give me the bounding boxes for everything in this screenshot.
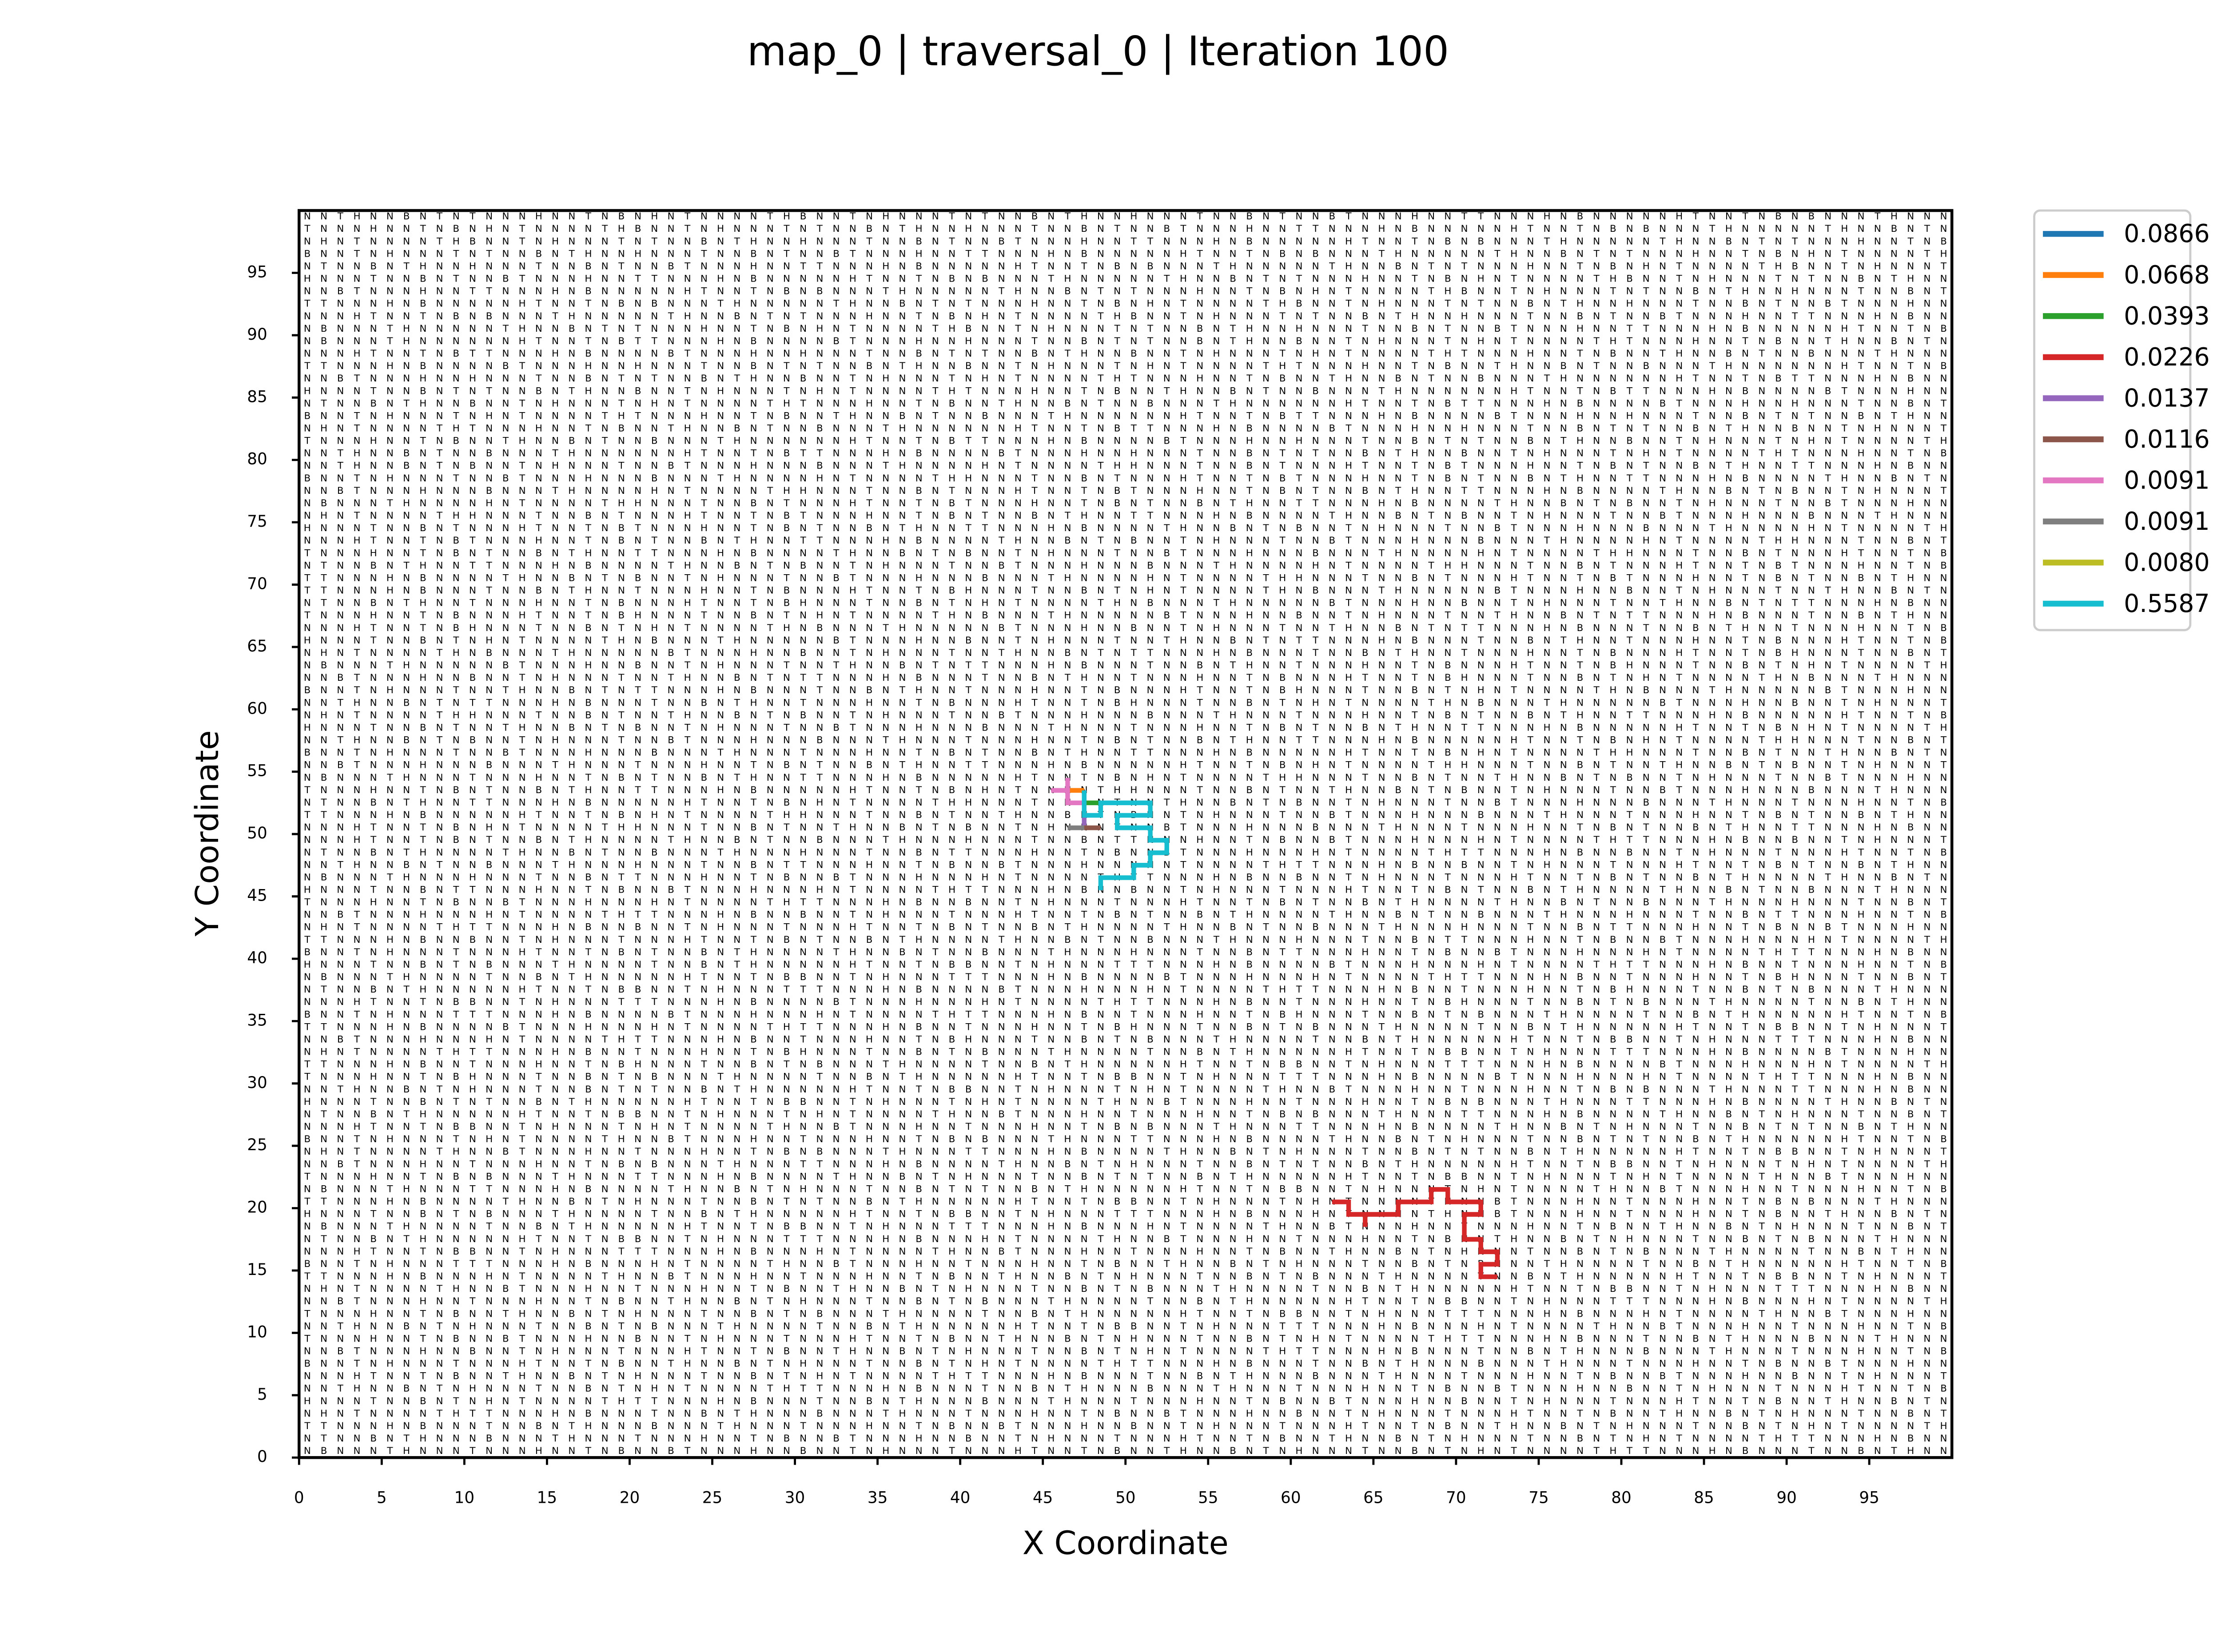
y-axis-label: Y Coordinate: [188, 730, 225, 937]
y-tick-label: 85: [247, 388, 267, 406]
y-tick-label: 20: [247, 1198, 267, 1216]
y-tick-label: 45: [247, 886, 267, 905]
legend-label: 0.0226: [2124, 342, 2209, 371]
x-axis-label: X Coordinate: [1023, 1524, 1229, 1562]
traversal-path: [1082, 790, 1169, 890]
x-tick-label: 90: [1776, 1489, 1797, 1507]
x-tick-label: 10: [454, 1489, 475, 1507]
x-tick-label: 35: [868, 1489, 888, 1507]
x-tick-label: 40: [950, 1489, 971, 1507]
y-tick-label: 30: [247, 1074, 267, 1092]
y-tick-label: 60: [247, 699, 267, 718]
legend-label: 0.0866: [2124, 219, 2209, 248]
legend-label: 0.0668: [2124, 260, 2209, 289]
y-tick-label: 75: [247, 512, 267, 531]
legend-label: 0.0116: [2124, 425, 2209, 453]
x-tick-label: 50: [1115, 1489, 1136, 1507]
y-tick-label: 0: [257, 1448, 267, 1466]
x-tick-label: 85: [1694, 1489, 1714, 1507]
y-tick-label: 5: [257, 1386, 267, 1404]
legend-label: 0.5587: [2124, 589, 2209, 618]
y-tick-label: 65: [247, 637, 267, 655]
traversal-path: [1051, 778, 1084, 806]
legend-label: 0.0393: [2124, 302, 2209, 330]
y-tick-label: 95: [247, 263, 267, 281]
legend-label: 0.0137: [2124, 384, 2209, 413]
x-tick-label: 65: [1363, 1489, 1384, 1507]
y-tick-label: 15: [247, 1261, 267, 1279]
x-tick-label: 80: [1611, 1489, 1632, 1507]
y-tick-label: 40: [247, 949, 267, 967]
x-tick-label: 30: [785, 1489, 805, 1507]
y-tick-label: 35: [247, 1011, 267, 1029]
x-tick-label: 5: [377, 1489, 387, 1507]
x-tick-label: 45: [1033, 1489, 1053, 1507]
y-tick-label: 10: [247, 1323, 267, 1341]
y-tick-label: 50: [247, 824, 267, 842]
x-tick-label: 20: [620, 1489, 640, 1507]
x-tick-label: 25: [702, 1489, 723, 1507]
legend-label: 0.0091: [2124, 507, 2209, 536]
legend-label: 0.0080: [2124, 548, 2209, 577]
y-tick-label: 90: [247, 326, 267, 344]
x-tick-label: 60: [1281, 1489, 1301, 1507]
x-tick-label: 95: [1859, 1489, 1879, 1507]
y-tick-label: 70: [247, 575, 267, 593]
x-tick-label: 55: [1198, 1489, 1218, 1507]
traversal-path: [1332, 1187, 1500, 1279]
y-tick-label: 55: [247, 762, 267, 780]
legend: 0.0866 0.0668 0.0393 0.0226 0.0137 0.0116 0.00…: [2043, 219, 2210, 618]
paths: [1051, 778, 1500, 1279]
x-tick-label: 75: [1528, 1489, 1549, 1507]
x-tick-label: 70: [1446, 1489, 1466, 1507]
x-tick-label: 15: [537, 1489, 557, 1507]
x-tick-label: 0: [294, 1489, 304, 1507]
legend-label: 0.0091: [2124, 466, 2209, 495]
y-tick-label: 80: [247, 450, 267, 469]
chart-title: map_0 | traversal_0 | Iteration 100: [747, 27, 1449, 75]
y-tick-label: 25: [247, 1136, 267, 1154]
